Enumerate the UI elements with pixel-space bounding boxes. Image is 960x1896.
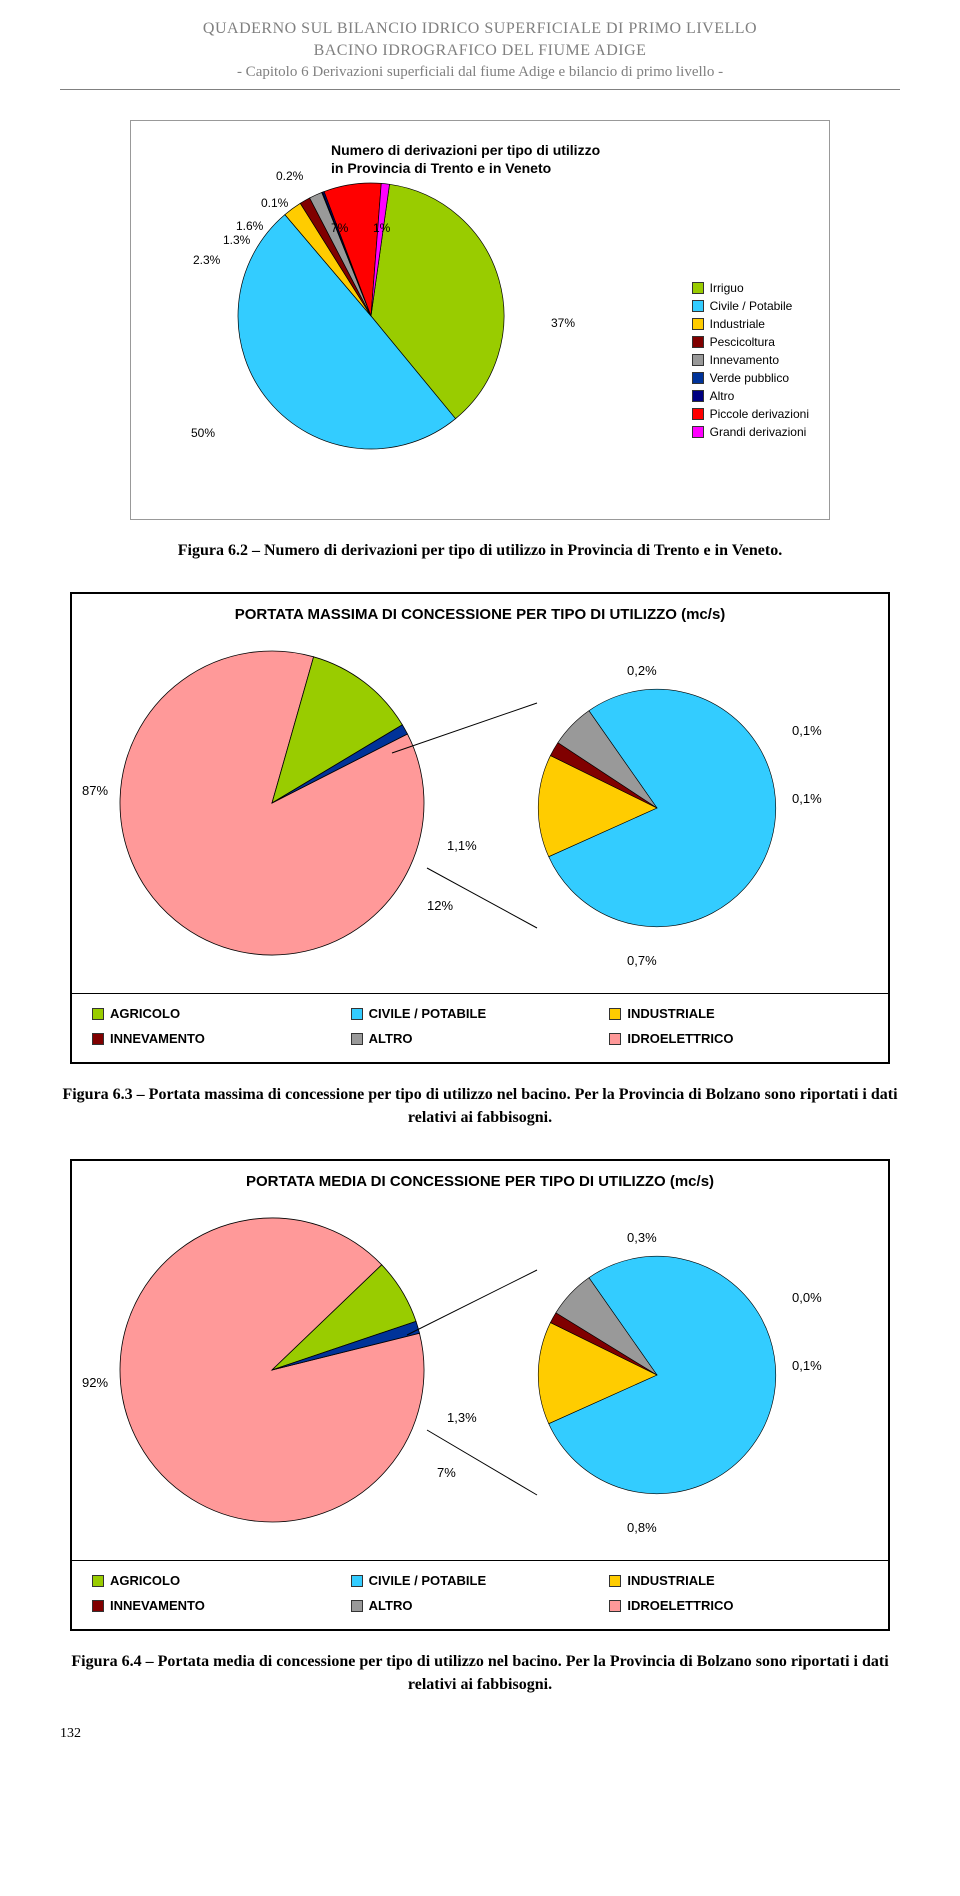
swatch-piccole bbox=[692, 408, 704, 420]
page-number: 132 bbox=[60, 1726, 900, 1742]
swatch-irriguo bbox=[692, 282, 704, 294]
caption-figure-6-4: Figura 6.4 – Portata media di concession… bbox=[60, 1651, 900, 1696]
chart2-lbl-07: 0,7% bbox=[627, 953, 657, 968]
legend-civile: Civile / Potabile bbox=[692, 299, 809, 313]
chart3-lbl-08: 0,8% bbox=[627, 1520, 657, 1535]
caption-figure-6-2: Figura 6.2 – Numero di derivazioni per t… bbox=[60, 540, 900, 562]
c2-leg-industriale: INDUSTRIALE bbox=[609, 1006, 868, 1021]
chart1-label-50: 50% bbox=[191, 426, 215, 440]
chart3-body: 92% 1,3% 7% 0,3% 0,0% 0,1% 0,8% bbox=[72, 1210, 888, 1560]
chart1-label-02: 0.2% bbox=[276, 169, 303, 183]
legend-irriguo: Irriguo bbox=[692, 281, 809, 295]
c2-leg-altro: ALTRO bbox=[351, 1031, 610, 1046]
chart3-connector-lines bbox=[372, 1260, 552, 1520]
header-line-3: - Capitolo 6 Derivazioni superficiali da… bbox=[60, 64, 900, 81]
swatch-innevamento bbox=[692, 354, 704, 366]
chart2-connector-lines bbox=[372, 693, 552, 953]
chart1-label-16: 1.6% bbox=[236, 219, 263, 233]
figure-6-3-chart: PORTATA MASSIMA DI CONCESSIONE PER TIPO … bbox=[70, 592, 890, 1064]
caption-figure-6-3: Figura 6.3 – Portata massima di concessi… bbox=[60, 1084, 900, 1129]
legend-altro: Altro bbox=[692, 389, 809, 403]
chart3-lbl-03: 0,3% bbox=[627, 1230, 657, 1245]
swatch-pescicoltura bbox=[692, 336, 704, 348]
header-divider bbox=[60, 89, 900, 90]
c2-leg-idro: IDROELETTRICO bbox=[609, 1031, 868, 1046]
chart1-label-13: 1.3% bbox=[223, 233, 250, 247]
c2-leg-civile: CIVILE / POTABILE bbox=[351, 1006, 610, 1021]
c3-leg-civile: CIVILE / POTABILE bbox=[351, 1573, 610, 1588]
legend-industriale: Industriale bbox=[692, 317, 809, 331]
legend-verde: Verde pubblico bbox=[692, 371, 809, 385]
figure-6-2-chart: Numero di derivazioni per tipo di utiliz… bbox=[130, 120, 830, 520]
swatch-civile bbox=[692, 300, 704, 312]
c3-leg-altro: ALTRO bbox=[351, 1598, 610, 1613]
chart1-label-1: 1% bbox=[373, 221, 390, 235]
swatch-industriale bbox=[692, 318, 704, 330]
c3-leg-agricolo: AGRICOLO bbox=[92, 1573, 351, 1588]
chart3-lbl-00: 0,0% bbox=[792, 1290, 822, 1305]
chart3-small-pie bbox=[532, 1250, 782, 1500]
swatch-grandi bbox=[692, 426, 704, 438]
chart1-label-23: 2.3% bbox=[193, 253, 220, 267]
chart2-lbl-01a: 0,1% bbox=[792, 723, 822, 738]
figure-6-4-chart: PORTATA MEDIA DI CONCESSIONE PER TIPO DI… bbox=[70, 1159, 890, 1631]
swatch-altro bbox=[692, 390, 704, 402]
legend-piccole: Piccole derivazioni bbox=[692, 407, 809, 421]
chart2-body: 87% 1,1% 12% 0,2% 0,1% 0,1% 0,7% bbox=[72, 643, 888, 993]
chart1-label-7: 7% bbox=[331, 221, 348, 235]
c3-leg-industriale: INDUSTRIALE bbox=[609, 1573, 868, 1588]
chart1-label-01: 0.1% bbox=[261, 196, 288, 210]
chart3-lbl-01: 0,1% bbox=[792, 1358, 822, 1373]
header-line-2: BACINO IDROGRAFICO DEL FIUME ADIGE bbox=[60, 42, 900, 60]
chart1-label-37: 37% bbox=[551, 316, 575, 330]
header-line-1: QUADERNO SUL BILANCIO IDRICO SUPERFICIAL… bbox=[60, 20, 900, 38]
chart1-title-line2: in Provincia di Trento e in Veneto bbox=[331, 160, 551, 176]
chart3-legend: AGRICOLO CIVILE / POTABILE INDUSTRIALE I… bbox=[72, 1560, 888, 1629]
chart1-pie bbox=[231, 176, 511, 456]
chart2-lbl-01b: 0,1% bbox=[792, 791, 822, 806]
legend-pescicoltura: Pescicoltura bbox=[692, 335, 809, 349]
chart2-small-pie bbox=[532, 683, 782, 933]
c2-leg-agricolo: AGRICOLO bbox=[92, 1006, 351, 1021]
chart1-legend: Irriguo Civile / Potabile Industriale Pe… bbox=[692, 281, 809, 443]
c3-leg-idro: IDROELETTRICO bbox=[609, 1598, 868, 1613]
chart2-lbl-02: 0,2% bbox=[627, 663, 657, 678]
c2-leg-innevamento: INNEVAMENTO bbox=[92, 1031, 351, 1046]
page-header: QUADERNO SUL BILANCIO IDRICO SUPERFICIAL… bbox=[60, 20, 900, 90]
chart2-title: PORTATA MASSIMA DI CONCESSIONE PER TIPO … bbox=[72, 594, 888, 643]
chart2-legend: AGRICOLO CIVILE / POTABILE INDUSTRIALE I… bbox=[72, 993, 888, 1062]
chart3-lbl-92: 92% bbox=[82, 1375, 108, 1390]
chart3-title: PORTATA MEDIA DI CONCESSIONE PER TIPO DI… bbox=[72, 1161, 888, 1210]
chart1-title: Numero di derivazioni per tipo di utiliz… bbox=[331, 141, 600, 177]
legend-innevamento: Innevamento bbox=[692, 353, 809, 367]
chart2-lbl-87: 87% bbox=[82, 783, 108, 798]
chart1-title-line1: Numero di derivazioni per tipo di utiliz… bbox=[331, 142, 600, 158]
legend-grandi: Grandi derivazioni bbox=[692, 425, 809, 439]
c3-leg-innevamento: INNEVAMENTO bbox=[92, 1598, 351, 1613]
swatch-verde bbox=[692, 372, 704, 384]
